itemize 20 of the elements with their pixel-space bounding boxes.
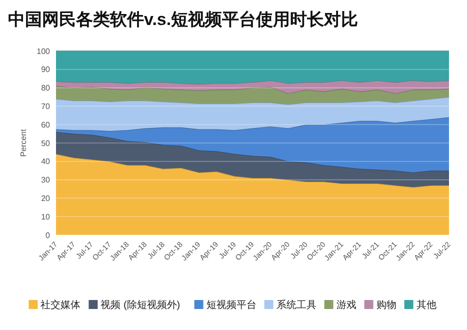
y-tick-label: 0 (46, 230, 51, 240)
chart-title: 中国网民各类软件v.s.短视频平台使用时长对比 (8, 10, 358, 29)
y-tick-label: 100 (36, 46, 51, 56)
y-tick-label: 70 (41, 102, 51, 111)
y-tick-label: 10 (41, 212, 51, 222)
legend-label: 短视频平台 (206, 299, 256, 311)
y-tick-label: 20 (41, 194, 51, 203)
legend-label: 购物 (376, 300, 396, 311)
legend-label: 游戏 (336, 299, 356, 311)
y-tick-label: 60 (41, 120, 51, 130)
legend-label: 其他 (416, 299, 436, 311)
y-tick-label: 30 (41, 176, 51, 185)
y-tick-label: 40 (41, 157, 51, 166)
legend-label: 视频 (除短视频外) (100, 299, 180, 311)
y-tick-label: 90 (41, 65, 51, 74)
legend-label: 社交媒体 (40, 299, 81, 311)
y-tick-label: 80 (41, 84, 51, 93)
y-axis-title: Percent (19, 128, 28, 157)
y-tick-label: 50 (41, 138, 51, 148)
legend-label: 系统工具 (276, 299, 316, 311)
